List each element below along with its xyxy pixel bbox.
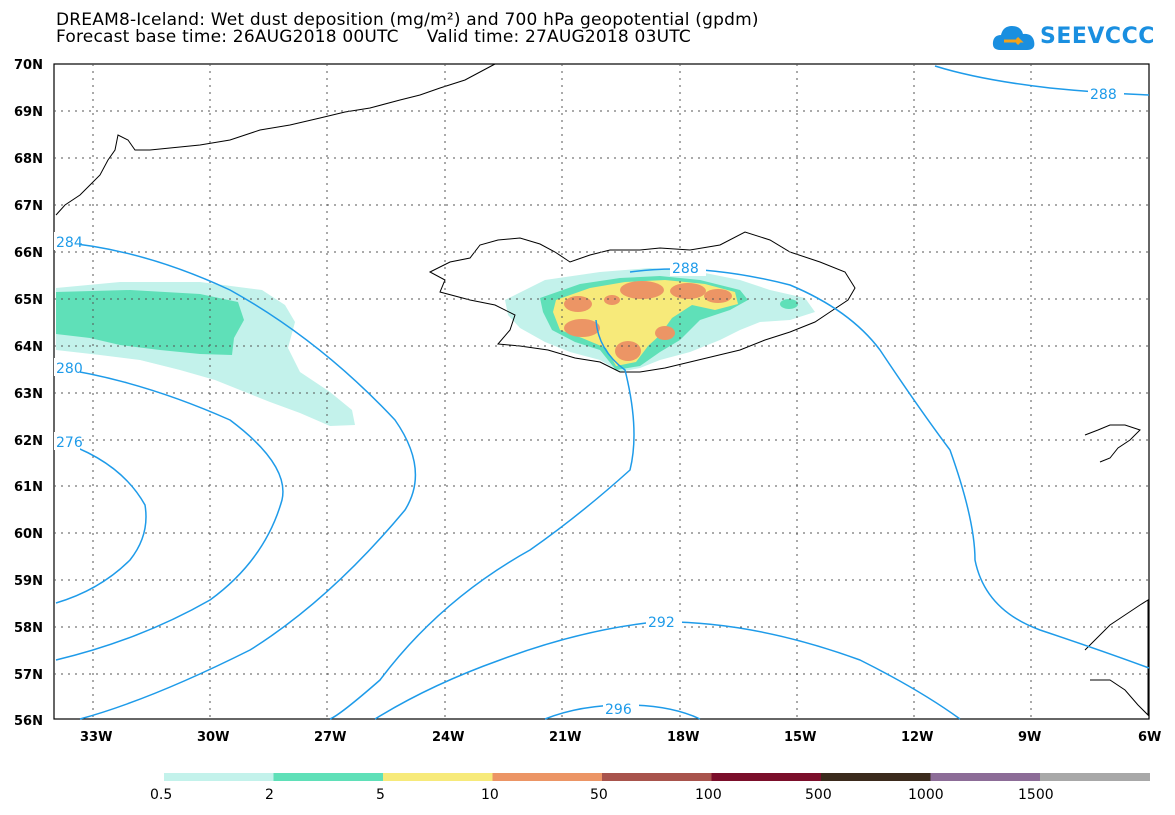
lon-label: 6W	[1138, 730, 1161, 745]
dust-shade-iceland-yellow	[553, 280, 738, 366]
contour-label-284: 284	[56, 235, 83, 251]
lat-label: 62N	[14, 434, 43, 449]
lat-label: 69N	[14, 105, 43, 120]
lat-label: 63N	[14, 387, 43, 402]
graticule	[54, 64, 1149, 719]
lon-label: 15W	[784, 730, 816, 745]
seevccc-logo: SEEVCCC	[990, 20, 1154, 56]
legend-swatch	[711, 773, 822, 781]
legend-swatch	[383, 773, 493, 781]
legend-labels: 0.5 2 5 10 50 100 500 1000 1500	[150, 787, 1054, 803]
contour-292	[374, 621, 961, 720]
map-title-line2: Forecast base time: 26AUG2018 00UTC Vali…	[56, 27, 691, 47]
legend-swatch	[492, 773, 603, 781]
lat-label: 60N	[14, 527, 43, 542]
legend-label: 5	[376, 787, 385, 803]
legend-label: 10	[481, 787, 499, 803]
lat-label: 61N	[14, 480, 43, 495]
scotland-coastline	[1084, 599, 1149, 717]
legend-label: 1500	[1018, 787, 1054, 803]
faroe-coastline	[1084, 424, 1141, 463]
legend-swatch	[930, 773, 1041, 781]
contour-labels: 288 288 284 280 276 292 296	[54, 84, 1124, 718]
contour-label-296: 296	[605, 702, 632, 718]
legend-label: 50	[590, 787, 608, 803]
legend-swatch	[602, 773, 712, 781]
lat-label: 65N	[14, 293, 43, 308]
map-frame	[53, 63, 1150, 720]
map-title-line1: DREAM8-Iceland: Wet dust deposition (mg/…	[56, 10, 759, 30]
iceland-coastline	[428, 231, 856, 373]
legend-swatch	[821, 773, 931, 781]
contour-label-280: 280	[56, 361, 83, 377]
legend-swatch	[1040, 773, 1150, 781]
contour-288-main	[629, 268, 1150, 669]
legend-swatch	[164, 773, 274, 781]
dust-shade-west-medium	[56, 290, 244, 355]
contour-label-288-north: 288	[1090, 87, 1117, 103]
legend-label: 1000	[908, 787, 944, 803]
legend-label: 2	[265, 787, 274, 803]
cloud-logo-icon	[992, 26, 1035, 50]
lon-label: 18W	[667, 730, 699, 745]
contour-label-276: 276	[56, 435, 83, 451]
longitude-labels: 33W 30W 27W 24W 21W 18W 15W 12W 9W 6W	[80, 730, 1161, 745]
contour-label-292: 292	[648, 615, 675, 631]
lon-label: 21W	[549, 730, 581, 745]
color-legend	[164, 773, 1150, 781]
lat-label: 56N	[14, 714, 43, 729]
lat-label: 59N	[14, 574, 43, 589]
contour-284	[55, 241, 417, 720]
greenland-coastline	[55, 63, 496, 216]
lat-label: 57N	[14, 668, 43, 683]
legend-swatch	[273, 773, 384, 781]
legend-label: 100	[695, 787, 722, 803]
dust-patch-east	[780, 299, 798, 309]
contour-label-288: 288	[672, 261, 699, 277]
dust-shade-iceland-orange	[564, 281, 732, 361]
lon-label: 33W	[80, 730, 112, 745]
lon-label: 9W	[1018, 730, 1041, 745]
lon-label: 12W	[901, 730, 933, 745]
legend-label: 0.5	[150, 787, 172, 803]
contour-288-west	[329, 319, 635, 720]
lat-label: 68N	[14, 152, 43, 167]
lon-label: 24W	[432, 730, 464, 745]
lon-label: 30W	[197, 730, 229, 745]
lat-label: 64N	[14, 340, 43, 355]
latitude-labels: 70N 69N 68N 67N 66N 65N 64N 63N 62N 61N …	[14, 58, 43, 729]
contour-280	[55, 367, 284, 661]
lat-label: 66N	[14, 246, 43, 261]
lat-label: 58N	[14, 621, 43, 636]
lat-label: 67N	[14, 199, 43, 214]
logo-text: SEEVCCC	[1040, 24, 1155, 49]
contour-276	[55, 439, 147, 604]
lon-label: 27W	[314, 730, 346, 745]
lat-label: 70N	[14, 58, 43, 73]
legend-label: 500	[805, 787, 832, 803]
